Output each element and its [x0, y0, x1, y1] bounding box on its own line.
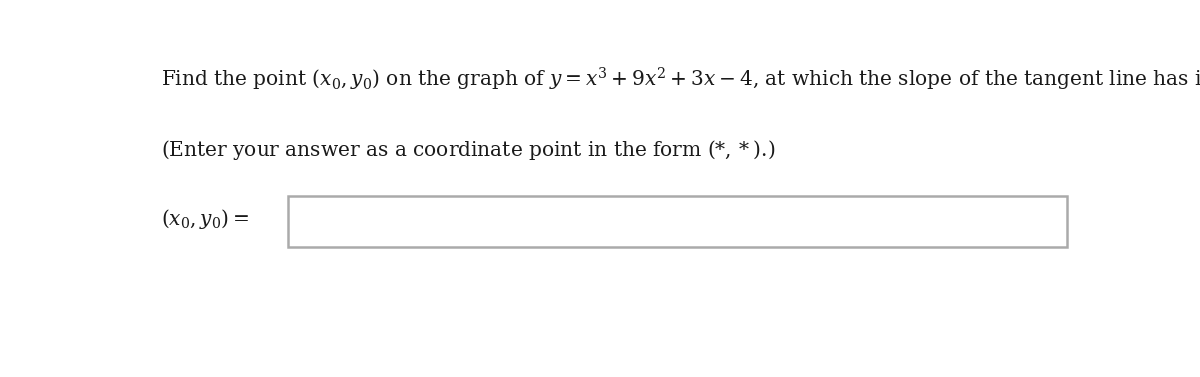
Text: Find the point $(x_0, y_0)$ on the graph of $y = x^3 + 9x^2 + 3x - 4$, at which : Find the point $(x_0, y_0)$ on the graph…	[161, 66, 1200, 93]
Text: $(x_0, y_0) =$: $(x_0, y_0) =$	[161, 207, 250, 231]
Text: (Enter your answer as a coordinate point in the form $(*, *)$.): (Enter your answer as a coordinate point…	[161, 138, 775, 162]
FancyBboxPatch shape	[288, 196, 1067, 247]
